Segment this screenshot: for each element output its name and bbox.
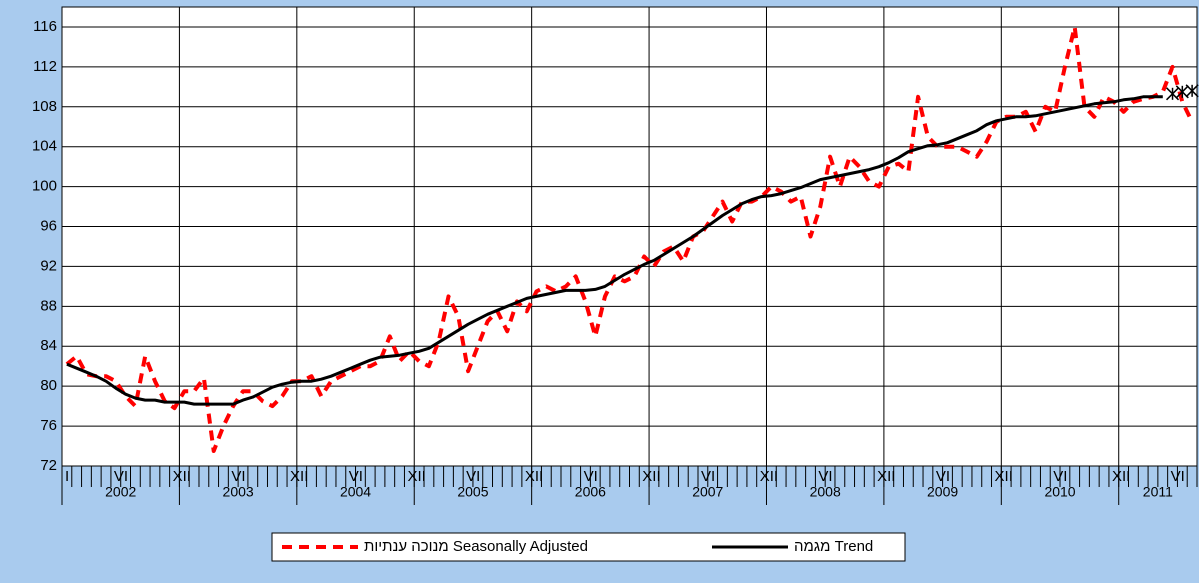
year-label: 2002 (105, 484, 136, 500)
x-tick-label: VI (1171, 468, 1185, 485)
year-label: 2006 (575, 484, 606, 500)
x-tick-label: XII (642, 468, 660, 485)
year-label: 2009 (927, 484, 958, 500)
legend-box (271, 532, 906, 562)
x-tick-label: VI (584, 468, 598, 485)
y-tick-label: 108 (32, 98, 57, 115)
x-tick-label: XII (877, 468, 895, 485)
y-tick-label: 116 (33, 18, 57, 35)
x-tick-label: XII (525, 468, 543, 485)
y-tick-label: 80 (40, 377, 57, 394)
x-tick-label: XII (760, 468, 778, 485)
x-tick-label: XII (290, 468, 308, 485)
year-label: 2003 (223, 484, 254, 500)
x-tick-label: VI (818, 468, 832, 485)
y-tick-label: 96 (40, 217, 57, 234)
x-tick-label: VI (231, 468, 245, 485)
y-tick-label: 84 (40, 337, 57, 354)
year-label: 2010 (1044, 484, 1075, 500)
year-label: 2008 (810, 484, 841, 500)
x-tick-label: XII (407, 468, 425, 485)
x-tick-label: VI (1053, 468, 1067, 485)
x-tick-label: I (65, 468, 69, 485)
x-tick-label: VI (701, 468, 715, 485)
y-tick-label: 88 (40, 297, 57, 314)
x-tick-label: VI (936, 468, 950, 485)
x-tick-label: VI (466, 468, 480, 485)
y-tick-label: 104 (32, 138, 57, 155)
x-tick-label: VI (114, 468, 128, 485)
y-tick-label: 72 (40, 457, 57, 474)
x-tick-label: XII (173, 468, 191, 485)
y-tick-label: 76 (40, 417, 57, 434)
plot-border (61, 6, 1198, 467)
seasonally-adjusted-line (65, 25, 1194, 453)
y-tick-label: 100 (32, 178, 57, 195)
legend-label: מנוכה ענתיות Seasonally Adjusted (364, 538, 588, 555)
legend-label: מגמה Trend (794, 538, 873, 555)
trend-line (66, 95, 1163, 406)
y-tick-label: 92 (40, 257, 57, 274)
year-label: 2011 (1143, 484, 1173, 500)
x-tick-label: XII (995, 468, 1013, 485)
x-tick-label: VI (349, 468, 363, 485)
trend-marker (1185, 84, 1199, 98)
year-label: 2005 (457, 484, 488, 500)
x-tick-label: XII (1112, 468, 1130, 485)
y-tick-label: 112 (33, 58, 57, 75)
year-label: 2007 (692, 484, 723, 500)
year-label: 2004 (340, 484, 371, 500)
plot-area (62, 7, 1197, 466)
